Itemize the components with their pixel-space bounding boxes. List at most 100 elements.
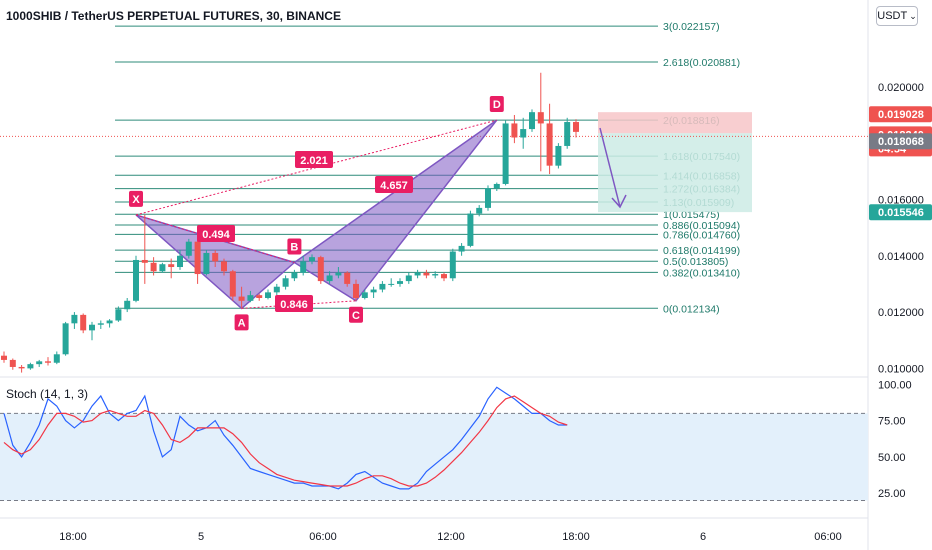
point-label-x: X — [132, 194, 140, 206]
fib-label: 0.5(0.013805) — [663, 256, 728, 268]
candle-body — [291, 272, 298, 279]
candle-body — [344, 272, 351, 284]
fib-label: 0.786(0.014760) — [663, 229, 740, 241]
stop-loss-zone — [598, 112, 752, 134]
candle-body — [229, 271, 236, 297]
candle-body — [185, 241, 192, 256]
currency-button[interactable]: USDT ⌄ — [876, 6, 918, 26]
projection-arrow — [599, 127, 621, 208]
point-label-d: D — [493, 99, 501, 111]
stoch-k-line — [3, 386, 568, 490]
candle-body — [18, 366, 25, 369]
time-tick: 06:00 — [309, 531, 337, 543]
chevron-down-icon: ⌄ — [909, 10, 917, 21]
time-tick: 18:00 — [562, 531, 590, 543]
stoch-band-fill — [0, 413, 868, 501]
stoch-tick: 25.00 — [878, 488, 906, 500]
fib-label: 0.382(0.013410) — [663, 267, 740, 279]
ratio-badge — [275, 295, 313, 312]
candle-body — [485, 188, 491, 208]
candle-body — [564, 122, 571, 146]
candle-body — [62, 323, 69, 355]
candle-body — [256, 295, 263, 298]
candle-body — [1, 355, 7, 360]
candle-body — [212, 252, 219, 262]
ratio-badge — [197, 225, 235, 242]
candle-body — [432, 274, 439, 276]
ratio-label: 0.846 — [280, 299, 308, 311]
candle-body — [124, 300, 131, 310]
price-label-box — [869, 133, 932, 150]
price-label-value: 0.015546 — [878, 207, 924, 219]
price-label-box — [869, 106, 932, 123]
candle-body — [159, 264, 166, 272]
price-tick: 0.010000 — [878, 363, 924, 375]
candle-body — [414, 272, 421, 276]
price-tick: 0.020000 — [878, 82, 924, 94]
time-tick: 06:00 — [814, 531, 842, 543]
candle-body — [9, 359, 16, 367]
candle-body — [573, 122, 579, 132]
candle-body — [449, 251, 456, 279]
currency-label: USDT — [877, 10, 908, 22]
candle-body — [115, 309, 122, 321]
point-badge-b — [287, 238, 302, 255]
point-badge-c — [349, 306, 363, 323]
stoch-d-line — [3, 395, 568, 487]
fib-label: 2.618(0.020881) — [663, 57, 740, 69]
candle-body — [27, 364, 34, 369]
time-tick: 12:00 — [437, 531, 465, 543]
price-label-value: 0.019028 — [878, 109, 924, 121]
point-badge-d — [489, 96, 504, 113]
chart-title: 1000SHIB / TetherUS PERPETUAL FUTURES, 3… — [6, 9, 341, 23]
stoch-tick: 100.00 — [878, 379, 912, 391]
time-tick: 18:00 — [59, 531, 87, 543]
fib-label: 3(0.022157) — [663, 21, 720, 33]
candle-body — [247, 295, 254, 301]
stoch-indicator-title: Stoch (14, 1, 3) — [6, 387, 89, 401]
ratio-badge — [375, 176, 413, 193]
price-tick: 0.014000 — [878, 251, 924, 263]
candle-body — [168, 264, 175, 268]
point-label-b: B — [290, 242, 298, 254]
candle-body — [221, 261, 227, 272]
ratio-label: 2.021 — [300, 155, 328, 167]
price-tick: 0.012000 — [878, 307, 924, 319]
arrow-head-icon — [611, 194, 627, 209]
candle-body — [370, 289, 377, 293]
candle-body — [388, 283, 395, 285]
candle-body — [309, 257, 315, 262]
candle-body — [423, 272, 430, 276]
candle-body — [203, 252, 210, 275]
candle-body — [467, 213, 474, 246]
fib-label: 0.886(0.015094) — [663, 220, 740, 232]
candle-body — [441, 274, 447, 279]
candle-body — [282, 278, 289, 287]
candle-body — [379, 283, 386, 290]
candle-body — [555, 145, 562, 166]
fib-label: 0(0.012134) — [663, 303, 720, 315]
candle-body — [36, 361, 43, 365]
candle-body — [273, 286, 280, 293]
point-label-a: A — [238, 317, 246, 329]
time-tick: 6 — [700, 531, 706, 543]
candle-body — [150, 262, 157, 272]
candle-body — [71, 314, 78, 324]
price-label-box — [869, 204, 932, 221]
xb-ratio-line — [135, 214, 295, 263]
price-label-value: 0.018068 — [878, 136, 924, 148]
candle-body — [89, 324, 95, 331]
candle-body — [546, 123, 553, 166]
candle-body — [353, 283, 359, 298]
ratio-badge — [295, 151, 333, 168]
candle-body — [537, 112, 544, 124]
candle-body — [317, 257, 324, 282]
point-badge-a — [234, 314, 249, 331]
stoch-tick: 75.00 — [878, 416, 906, 428]
candle-body — [265, 292, 271, 298]
ratio-label: 0.494 — [202, 229, 230, 241]
candle-body — [361, 292, 368, 298]
candle-body — [458, 245, 465, 252]
candle-body — [529, 112, 535, 130]
